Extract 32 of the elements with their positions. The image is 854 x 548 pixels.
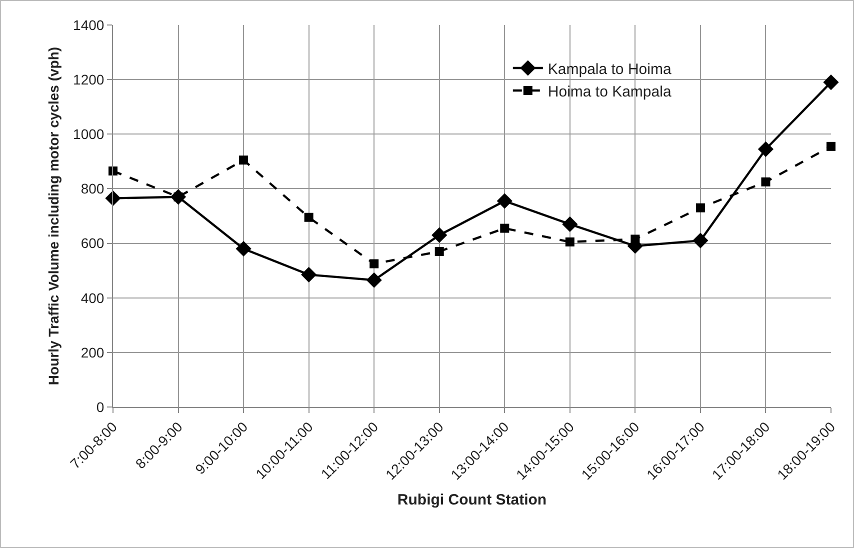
point (496, 193, 512, 209)
legend-label: Hoima to Kampala (548, 83, 672, 100)
point (565, 237, 574, 246)
point (823, 74, 839, 90)
point (630, 234, 640, 244)
y-tick-label: 600 (80, 235, 104, 252)
y-tick-label: 400 (80, 290, 104, 306)
point (758, 141, 774, 157)
point (301, 266, 317, 282)
point (500, 224, 510, 233)
point (761, 177, 770, 186)
point (105, 190, 121, 206)
point (304, 212, 314, 222)
x-axis-title: Rubigi Count Station (397, 492, 547, 509)
point (370, 259, 379, 268)
point (434, 246, 444, 256)
y-tick-label: 800 (80, 180, 104, 197)
y-tick-label: 1400 (73, 16, 104, 33)
y-axis-title: Hourly Traffic Volume including motor cycles (vph) (46, 46, 62, 386)
point (432, 227, 448, 243)
point (239, 156, 248, 165)
legend-label: Kampala to Hoima (548, 60, 672, 78)
point (826, 142, 836, 151)
point (692, 232, 708, 248)
y-tick-label: 1200 (73, 71, 104, 88)
point (236, 240, 252, 257)
point (366, 272, 382, 288)
point (696, 203, 705, 212)
point (562, 216, 578, 232)
y-tick-label: 0 (96, 398, 104, 415)
y-tick-label: 1000 (73, 126, 104, 142)
y-tick-label: 200 (80, 344, 104, 360)
